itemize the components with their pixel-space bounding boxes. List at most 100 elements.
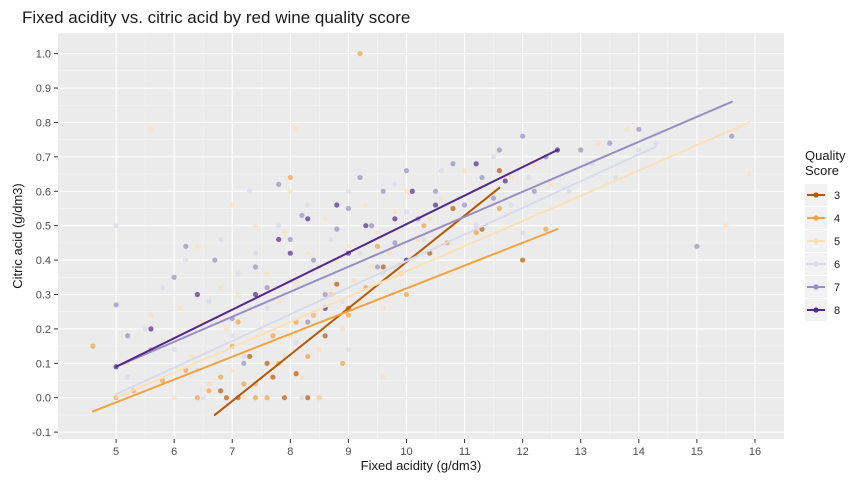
scatter-point-q4 <box>473 229 479 236</box>
scatter-point-q6 <box>229 333 235 339</box>
scatter-point-q6 <box>357 250 363 256</box>
scatter-point-q7 <box>374 264 381 270</box>
legend-key-point-q8 <box>813 307 819 313</box>
scatter-point-q5 <box>252 223 259 229</box>
x-tick-label: 9 <box>345 446 351 458</box>
scatter-point-q6 <box>206 298 212 304</box>
scatter-point-q4 <box>496 205 503 212</box>
scatter-point-q7 <box>305 319 311 325</box>
scatter-point-q6 <box>566 188 572 194</box>
scatter-point-q5 <box>188 353 195 360</box>
scatter-point-q6 <box>345 188 351 194</box>
y-tick-label: 0.4 <box>36 255 51 267</box>
scatter-point-q7 <box>636 126 642 132</box>
scatter-point-q5 <box>746 171 752 177</box>
scatter-point-q5 <box>322 216 328 222</box>
scatter-point-q8 <box>287 250 293 256</box>
scatter-point-q8 <box>194 291 200 298</box>
scatter-point-q4 <box>252 395 259 401</box>
scatter-point-q7 <box>322 291 328 298</box>
legend-items: 3 4 5 6 7 8 <box>805 184 840 321</box>
y-tick-label: 0.8 <box>36 117 51 129</box>
scatter-point-q6 <box>235 271 241 277</box>
scatter-point-q3 <box>520 257 526 263</box>
scatter-point-q5 <box>403 188 410 194</box>
scatter-point-q8 <box>392 216 398 222</box>
scatter-point-q3 <box>496 168 503 174</box>
scatter-point-q5 <box>549 181 555 187</box>
scatter-point-q4 <box>543 226 549 232</box>
trend-line-q5 <box>115 121 751 399</box>
scatter-point-q5 <box>380 305 386 311</box>
scatter-point-q5 <box>351 278 357 284</box>
y-axis-title: Citric acid (g/dm3) <box>10 183 25 288</box>
scatter-point-q5 <box>235 291 241 298</box>
scatter-point-q4 <box>287 174 293 181</box>
scatter-point-q6 <box>218 236 224 243</box>
major-gridlines <box>58 33 784 439</box>
scatter-point-q5 <box>624 126 630 132</box>
y-tick-label: 0.2 <box>36 324 51 336</box>
x-tick-label: 13 <box>575 446 587 458</box>
trend-line-q4 <box>91 228 559 413</box>
x-axis-ticks: 5 6 7 8 9 10 11 12 13 14 15 16 <box>113 439 761 458</box>
scatter-point-q5 <box>264 271 270 277</box>
trend-line-q6 <box>115 145 658 396</box>
scatter-point-q5 <box>316 346 322 353</box>
scatter-point-q7 <box>183 243 189 249</box>
scatter-point-q6 <box>508 202 514 208</box>
scatter-point-q4 <box>218 374 224 380</box>
scatter-point-q3 <box>334 281 340 287</box>
scatter-point-q4 <box>357 51 363 57</box>
scatter-point-q7 <box>531 188 537 194</box>
x-tick-label: 8 <box>287 446 293 458</box>
chart-title: Fixed acidity vs. citric acid by red win… <box>22 8 410 27</box>
legend-title-line2: Score <box>805 163 839 178</box>
scatter-point-q3 <box>380 264 386 270</box>
x-tick-label: 10 <box>400 446 412 458</box>
x-tick-label: 6 <box>171 446 177 458</box>
scatter-point-q5 <box>392 209 398 215</box>
y-tick-label: 0.9 <box>36 83 51 95</box>
legend-label-q6: 6 <box>834 259 840 271</box>
x-tick-label: 15 <box>691 446 703 458</box>
scatter-point-q5 <box>427 216 433 222</box>
scatter-point-q4 <box>235 319 241 325</box>
scatter-point-q5 <box>461 168 468 174</box>
scatter-point-q6 <box>403 209 410 215</box>
scatter-point-q5 <box>339 326 346 332</box>
scatter-point-q5 <box>223 326 230 332</box>
scatter-point-q5 <box>299 374 305 380</box>
scatter-point-q7 <box>496 147 503 153</box>
y-tick-label: 0.1 <box>36 358 51 370</box>
x-tick-label: 7 <box>229 446 235 458</box>
scatter-point-q5 <box>508 174 514 181</box>
scatter-point-q7 <box>287 236 293 243</box>
x-tick-label: 12 <box>517 446 529 458</box>
scatter-point-q7 <box>729 133 735 139</box>
y-tick-label: 0.3 <box>36 289 51 301</box>
scatter-point-q8 <box>276 236 282 243</box>
scatter-point-q4 <box>270 333 276 339</box>
scatter-point-q5 <box>206 381 212 387</box>
scatter-point-q6 <box>113 223 119 229</box>
scatter-point-q7 <box>212 257 218 263</box>
scatter-point-q7 <box>369 223 375 229</box>
legend-key-point-q4 <box>813 215 819 221</box>
scatter-point-q6 <box>392 181 398 187</box>
scatter-point-q5 <box>380 374 386 380</box>
scatter-point-q5 <box>374 229 381 236</box>
scatter-point-q4 <box>206 388 212 394</box>
scatter-point-q7 <box>520 133 526 139</box>
scatter-point-q4 <box>90 343 96 349</box>
scatter-point-q4 <box>339 360 346 366</box>
scatter-point-q3 <box>264 360 270 366</box>
scatter-point-q6 <box>142 326 148 332</box>
legend-label-q3: 3 <box>834 190 840 202</box>
scatter-point-q8 <box>252 291 259 298</box>
scatter-point-q4 <box>374 243 381 249</box>
scatter-point-q3 <box>247 353 253 360</box>
scatter-point-q5 <box>177 305 183 311</box>
legend-label-q4: 4 <box>834 213 840 225</box>
y-axis-ticks: -0.1 0.0 0.1 0.2 0.3 0.4 0.5 0.6 0.7 0.8 0.9 1.0 <box>32 49 58 439</box>
